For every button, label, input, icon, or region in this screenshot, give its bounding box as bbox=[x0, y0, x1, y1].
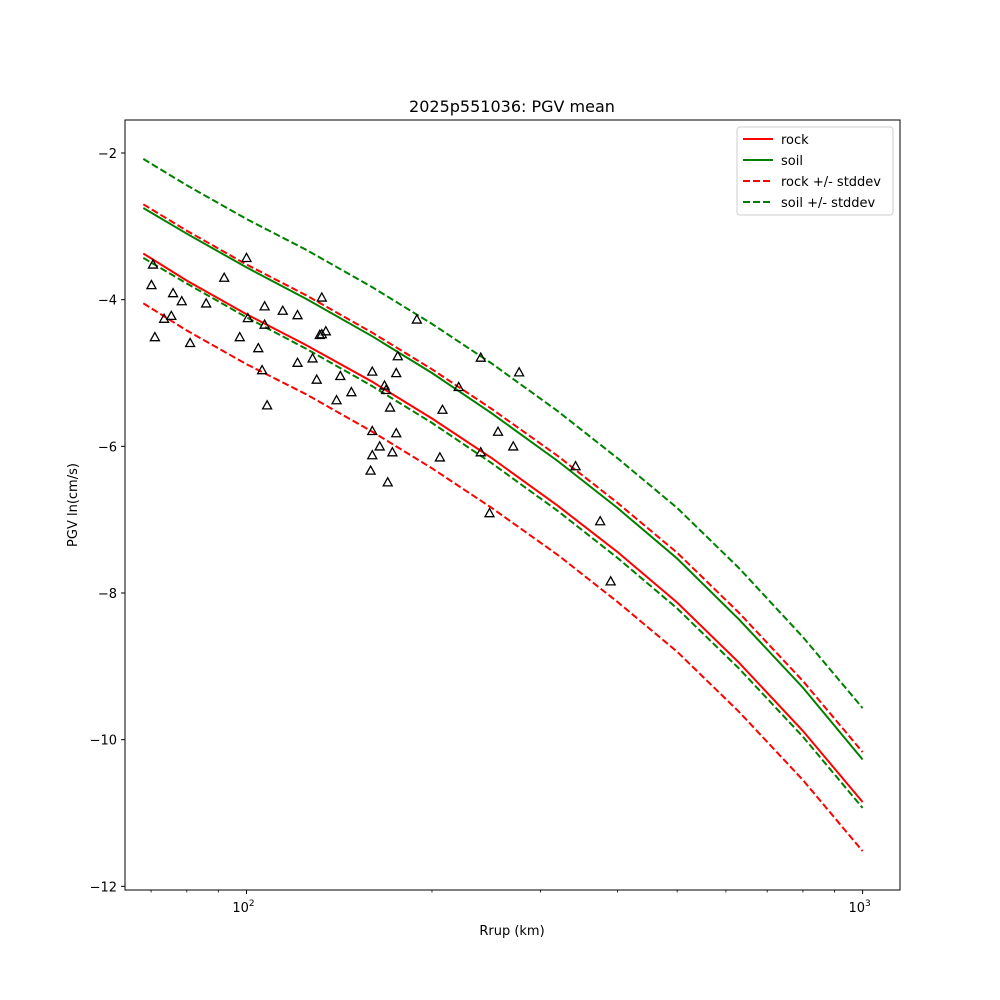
data-point bbox=[311, 373, 323, 384]
data-point bbox=[261, 399, 273, 410]
data-point bbox=[513, 366, 525, 377]
data-point bbox=[256, 364, 268, 375]
data-point bbox=[436, 403, 449, 414]
data-point bbox=[334, 370, 346, 381]
data-point bbox=[184, 337, 196, 348]
data-point bbox=[320, 325, 332, 336]
data-point bbox=[291, 356, 304, 367]
data-point bbox=[259, 300, 271, 311]
data-point bbox=[453, 381, 465, 392]
data-point bbox=[475, 446, 487, 457]
legend-box bbox=[736, 126, 894, 216]
data-point bbox=[364, 464, 377, 475]
legend-label: rock +/- stddev bbox=[781, 175, 881, 190]
legend: rock soil rock +/- stddev soil +/- stddev bbox=[736, 126, 894, 216]
series-line-4 bbox=[142, 158, 864, 709]
data-point bbox=[507, 440, 519, 451]
data-point bbox=[158, 312, 170, 323]
data-point bbox=[330, 394, 343, 405]
series-line-1 bbox=[142, 207, 864, 761]
data-point bbox=[316, 328, 328, 339]
data-point bbox=[176, 295, 188, 306]
data-point bbox=[147, 258, 159, 269]
data-point bbox=[242, 312, 254, 323]
data-point bbox=[366, 365, 378, 376]
series-line-0 bbox=[142, 252, 864, 803]
y-tick-label: −6 bbox=[98, 440, 117, 455]
x-tick-label: 102 bbox=[232, 899, 254, 916]
y-tick-label: −4 bbox=[98, 294, 117, 309]
data-point bbox=[569, 460, 582, 471]
x-tick-label: 103 bbox=[848, 899, 870, 916]
y-tick-label: −8 bbox=[98, 587, 117, 602]
data-point bbox=[382, 476, 394, 487]
data-point bbox=[306, 352, 319, 363]
data-point bbox=[411, 313, 423, 324]
data-point bbox=[380, 384, 392, 395]
data-point bbox=[259, 318, 271, 329]
data-point bbox=[384, 401, 396, 412]
data-point bbox=[316, 291, 328, 302]
data-point bbox=[366, 449, 378, 460]
data-point bbox=[492, 425, 504, 436]
data-point bbox=[483, 507, 496, 518]
y-tick-label: −10 bbox=[90, 734, 117, 749]
data-point bbox=[240, 252, 253, 263]
data-point bbox=[390, 427, 402, 438]
data-point bbox=[234, 331, 246, 342]
y-tick-label: −12 bbox=[90, 880, 117, 895]
x-axis-label: Rrup (km) bbox=[479, 924, 544, 939]
data-point bbox=[167, 287, 179, 298]
data-point bbox=[374, 440, 386, 451]
data-point bbox=[277, 304, 289, 315]
data-point bbox=[475, 351, 487, 362]
axes-frame bbox=[124, 119, 901, 891]
data-point bbox=[605, 575, 617, 586]
data-point bbox=[386, 446, 398, 457]
data-point bbox=[252, 342, 264, 353]
plot-area: −2 −4 −6 −8 −10 −12 102 103 rock soil rock +/- std… bbox=[90, 119, 901, 916]
data-point bbox=[149, 331, 161, 342]
data-point bbox=[165, 309, 177, 321]
series-line-3 bbox=[142, 302, 864, 852]
data-point bbox=[218, 271, 230, 282]
y-axis-label: PGV ln(cm/s) bbox=[66, 463, 81, 547]
series-line-2 bbox=[142, 203, 864, 753]
data-point bbox=[594, 515, 606, 526]
legend-label: soil bbox=[781, 154, 803, 169]
chart-title: 2025p551036: PGV mean bbox=[409, 97, 615, 116]
data-point bbox=[200, 297, 212, 308]
data-point bbox=[434, 451, 446, 462]
series-line-5 bbox=[142, 257, 864, 809]
legend-label: soil +/- stddev bbox=[781, 196, 876, 211]
data-point bbox=[345, 386, 358, 397]
data-point bbox=[366, 425, 378, 436]
data-point bbox=[145, 279, 158, 290]
data-point bbox=[291, 309, 304, 320]
y-tick-label: −2 bbox=[98, 147, 117, 162]
data-point bbox=[392, 350, 404, 361]
data-point bbox=[390, 367, 402, 378]
legend-label: rock bbox=[781, 133, 809, 148]
